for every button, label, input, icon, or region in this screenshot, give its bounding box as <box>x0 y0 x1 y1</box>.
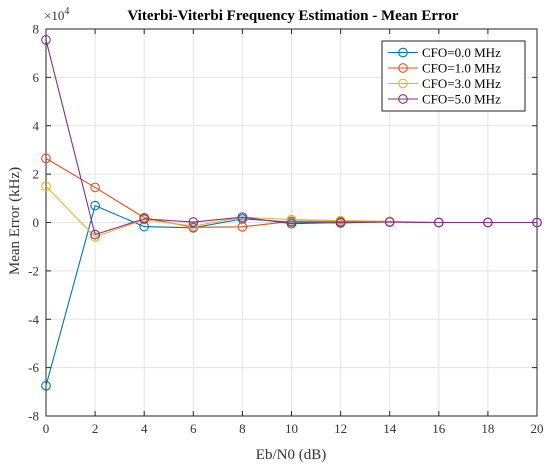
x-tick-label: 0 <box>43 421 50 436</box>
legend-marker <box>398 78 408 89</box>
legend-label: CFO=3.0 MHz <box>422 76 501 91</box>
legend-marker <box>398 94 408 104</box>
legend-label: CFO=0.0 MHz <box>422 45 501 60</box>
series-line <box>45 39 537 236</box>
data-point <box>483 217 493 228</box>
data-point <box>237 212 248 223</box>
data-point <box>41 181 51 192</box>
x-tick-label: 10 <box>285 421 298 436</box>
series-3 <box>41 35 542 240</box>
data-point <box>433 217 444 228</box>
y-axis-label: Mean Error (kHz) <box>7 167 23 275</box>
x-tick-label: 6 <box>190 421 197 436</box>
x-tick-label: 2 <box>92 421 99 436</box>
data-point <box>90 182 100 193</box>
data-point <box>237 222 248 232</box>
y-tick-label: 4 <box>33 118 40 133</box>
legend-marker <box>398 47 408 58</box>
data-point <box>41 153 51 164</box>
y-tick-label: 0 <box>33 215 40 230</box>
x-tick-label: 4 <box>141 421 148 436</box>
data-point <box>532 217 542 228</box>
data-point <box>41 35 51 45</box>
x-tick-label: 8 <box>239 421 246 436</box>
y-tick-label: -6 <box>28 360 39 375</box>
x-tick-label: 14 <box>383 421 397 436</box>
x-tick-label: 12 <box>334 421 347 436</box>
ticks: 0 2 4 6 8 10 12 14 16 18 20 -8 -6 -4 -2 0 2 4 6 8 <box>28 22 543 437</box>
data-point <box>139 214 150 224</box>
data-point <box>188 217 199 227</box>
y-tick-label: -2 <box>28 263 39 278</box>
data-point <box>384 217 395 227</box>
data-point <box>90 229 100 240</box>
y-tick-label: 6 <box>33 70 40 85</box>
y-multiplier: ×104 <box>44 6 69 23</box>
data-point <box>41 380 51 391</box>
y-tick-label: -8 <box>28 409 39 424</box>
x-tick-label: 20 <box>531 421 544 436</box>
chart-title: Viterbi-Viterbi Frequency Estimation - M… <box>127 8 459 24</box>
data-point <box>286 218 297 229</box>
data-point <box>90 200 100 211</box>
y-tick-label: 2 <box>33 167 40 182</box>
y-tick-label: -4 <box>28 312 39 327</box>
x-tick-label: 16 <box>432 421 446 436</box>
x-tick-label: 18 <box>481 421 494 436</box>
legend-marker <box>398 63 408 73</box>
legend-label: CFO=5.0 MHz <box>422 92 501 107</box>
x-axis-label: Eb/N0 (dB) <box>256 447 326 463</box>
data-point <box>335 217 346 228</box>
series-layer <box>41 35 542 391</box>
y-tick-label: 8 <box>33 22 40 37</box>
legend-label: CFO=1.0 MHz <box>422 61 501 76</box>
